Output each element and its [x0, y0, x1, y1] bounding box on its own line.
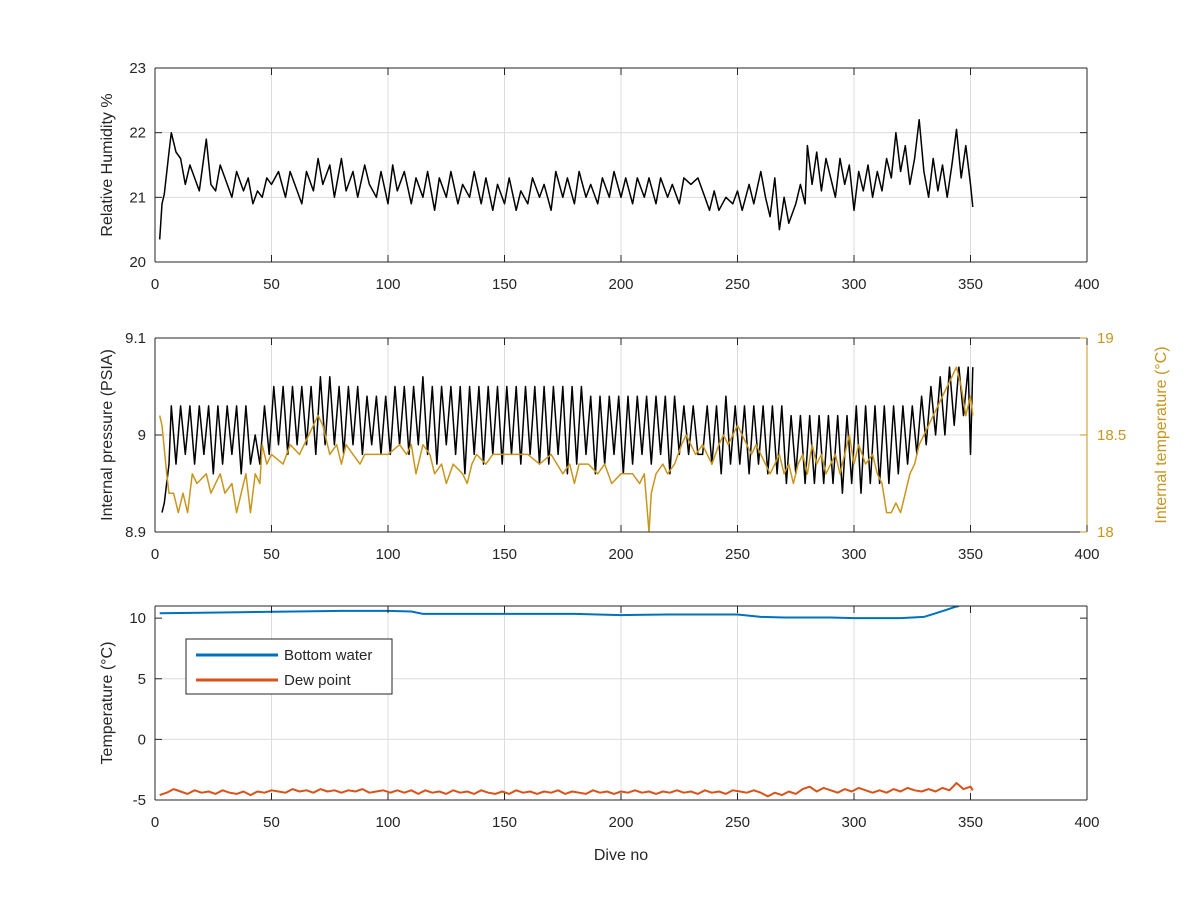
x-tick-label: 400 — [1074, 546, 1099, 563]
y-tick-label: 10 — [129, 610, 146, 627]
panel-bottom: 0 50 100 150 200 250 300 350 400 -5 0 5 10 Temperatur… — [99, 605, 1100, 831]
x-tick-label: 100 — [375, 276, 400, 293]
y-axis-label: Relative Humidity % — [99, 93, 116, 236]
legend: Bottom water Dew point — [185, 638, 393, 695]
x-tick-label: 0 — [151, 546, 159, 563]
x-tick-label: 400 — [1074, 276, 1099, 293]
x-tick-label: 0 — [151, 276, 159, 293]
x-tick-label: 150 — [492, 546, 517, 563]
x-tick-label: 200 — [608, 814, 633, 831]
x-axis-label: Dive no — [594, 847, 648, 864]
x-tick-label: 150 — [492, 276, 517, 293]
x-tick-label: 250 — [725, 276, 750, 293]
legend-label: Bottom water — [284, 647, 372, 664]
y-tick-label: -5 — [133, 792, 146, 809]
y2-tick-label: 19 — [1097, 330, 1114, 347]
series-line-right-axis — [158, 366, 974, 532]
x-tick-label: 350 — [958, 814, 983, 831]
y-tick-label: 0 — [138, 731, 146, 748]
series-line-dew-point — [159, 782, 974, 798]
x-tick-label: 200 — [608, 276, 633, 293]
x-tick-label: 200 — [608, 546, 633, 563]
x-tick-label: 400 — [1074, 814, 1099, 831]
y-axis-label: Internal pressure (PSIA) — [99, 349, 116, 521]
x-tick-label: 50 — [263, 276, 280, 293]
series-line-0 — [158, 118, 974, 240]
y-tick-label: 9 — [138, 427, 146, 444]
x-tick-label: 300 — [841, 814, 866, 831]
y2-tick-label: 18 — [1097, 524, 1114, 541]
y-tick-label: 9.1 — [125, 330, 146, 347]
legend-label: Dew point — [284, 672, 352, 689]
y2-axis-label: Internal temperature (°C) — [1153, 346, 1170, 523]
y-tick-label: 8.9 — [125, 524, 146, 541]
x-tick-label: 250 — [725, 814, 750, 831]
x-tick-label: 100 — [375, 546, 400, 563]
x-tick-label: 350 — [958, 546, 983, 563]
y-tick-label: 5 — [138, 671, 146, 688]
panel-top: 0 50 100 150 200 250 300 350 400 20 21 22 23 Relative… — [99, 60, 1100, 293]
y-axis-label: Temperature (°C) — [99, 642, 116, 765]
y2-tick-label: 18.5 — [1097, 427, 1126, 444]
x-tick-label: 300 — [841, 546, 866, 563]
x-tick-label: 50 — [263, 546, 280, 563]
x-tick-label: 350 — [958, 276, 983, 293]
y-tick-label: 21 — [129, 189, 146, 206]
chart-panels: 0 50 100 150 200 250 300 350 40020212223Relative… — [99, 60, 1170, 864]
x-tick-label: 150 — [492, 814, 517, 831]
x-tick-label: 300 — [841, 276, 866, 293]
x-tick-label: 250 — [725, 546, 750, 563]
y-tick-label: 23 — [129, 60, 146, 77]
series-line-bottom-water — [159, 606, 960, 620]
panel-middle: 0 50 100 150 200 250 300 350 400 8.9 9 9.1 18 18.5 19 I… — [99, 330, 1170, 563]
y-tick-label: 20 — [129, 254, 146, 271]
x-tick-label: 50 — [263, 814, 280, 831]
x-tick-label: 100 — [375, 814, 400, 831]
x-tick-label: 0 — [151, 814, 159, 831]
y-tick-label: 22 — [129, 125, 146, 142]
legend-box — [185, 638, 393, 695]
